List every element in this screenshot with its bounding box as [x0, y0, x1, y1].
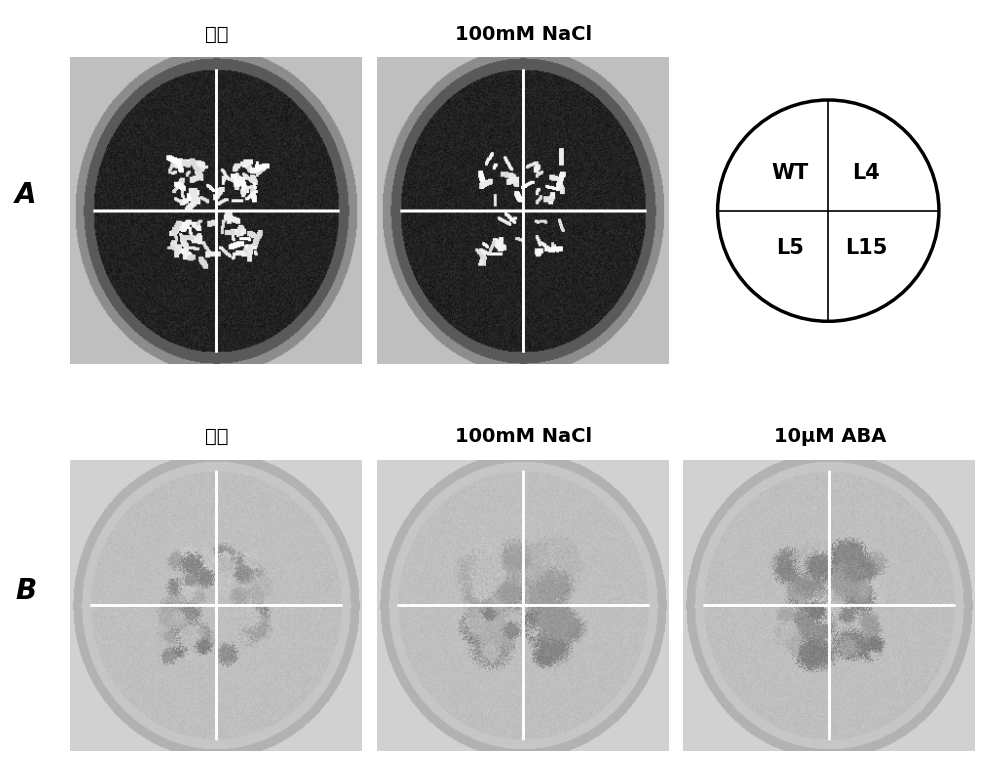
- Text: 10μM ABA: 10μM ABA: [774, 427, 887, 446]
- Text: L15: L15: [845, 238, 887, 258]
- Text: 对照: 对照: [205, 427, 229, 446]
- Text: WT: WT: [772, 163, 809, 183]
- Text: B: B: [15, 577, 36, 604]
- Text: 100mM NaCl: 100mM NaCl: [455, 25, 592, 44]
- Text: 100mM NaCl: 100mM NaCl: [455, 427, 592, 446]
- Text: A: A: [15, 182, 36, 209]
- Text: L5: L5: [777, 238, 804, 258]
- Text: L4: L4: [852, 163, 880, 183]
- Text: 对照: 对照: [205, 25, 229, 44]
